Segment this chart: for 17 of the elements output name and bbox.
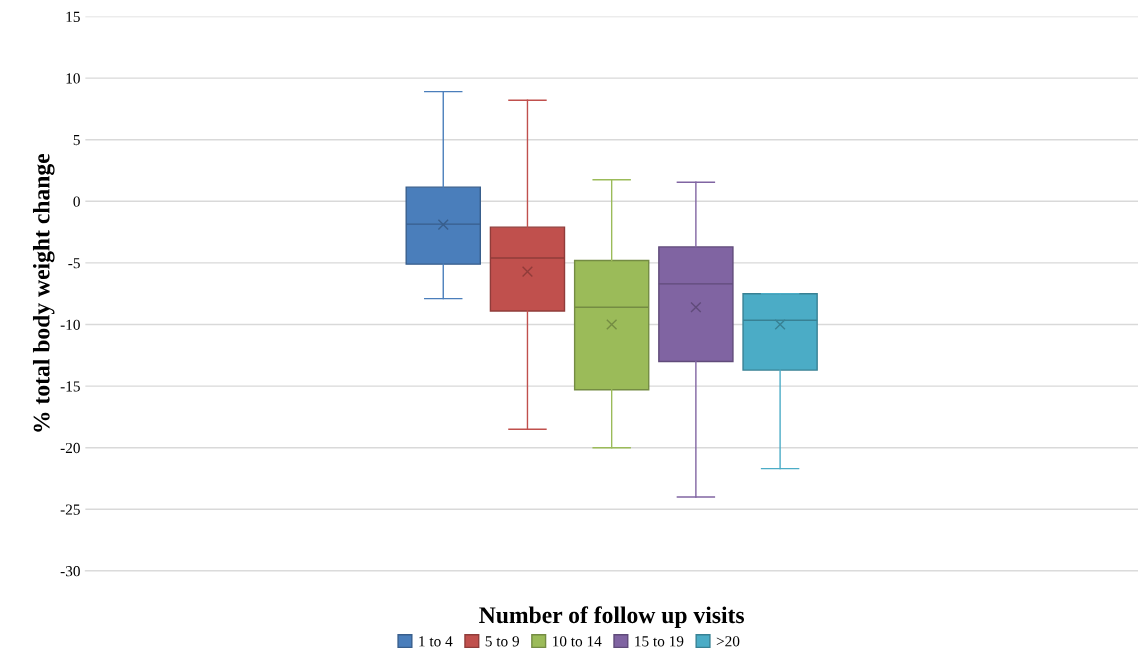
y-tick-label: -20 bbox=[60, 442, 80, 454]
y-tick-label: -10 bbox=[60, 319, 80, 330]
x-axis-title: Number of follow up visits bbox=[479, 606, 745, 628]
legend-label: >20 bbox=[716, 636, 740, 647]
legend-label: 1 to 4 bbox=[419, 636, 453, 647]
y-tick-label: -30 bbox=[60, 566, 80, 577]
y-tick-label: 10 bbox=[66, 73, 80, 84]
y-tick-label: -25 bbox=[60, 504, 80, 515]
y-tick-label: 0 bbox=[73, 196, 80, 207]
legend-label: 15 to 19 bbox=[635, 636, 684, 647]
legend-label: 5 to 9 bbox=[485, 636, 519, 647]
y-tick-label: 15 bbox=[66, 11, 80, 22]
y-tick-label: 5 bbox=[73, 135, 80, 146]
y-tick-label: -15 bbox=[60, 381, 80, 392]
legend-label: 10 to 14 bbox=[553, 636, 602, 647]
y-axis-title: % total body weight change bbox=[32, 153, 55, 432]
y-tick-label: -5 bbox=[68, 258, 80, 269]
